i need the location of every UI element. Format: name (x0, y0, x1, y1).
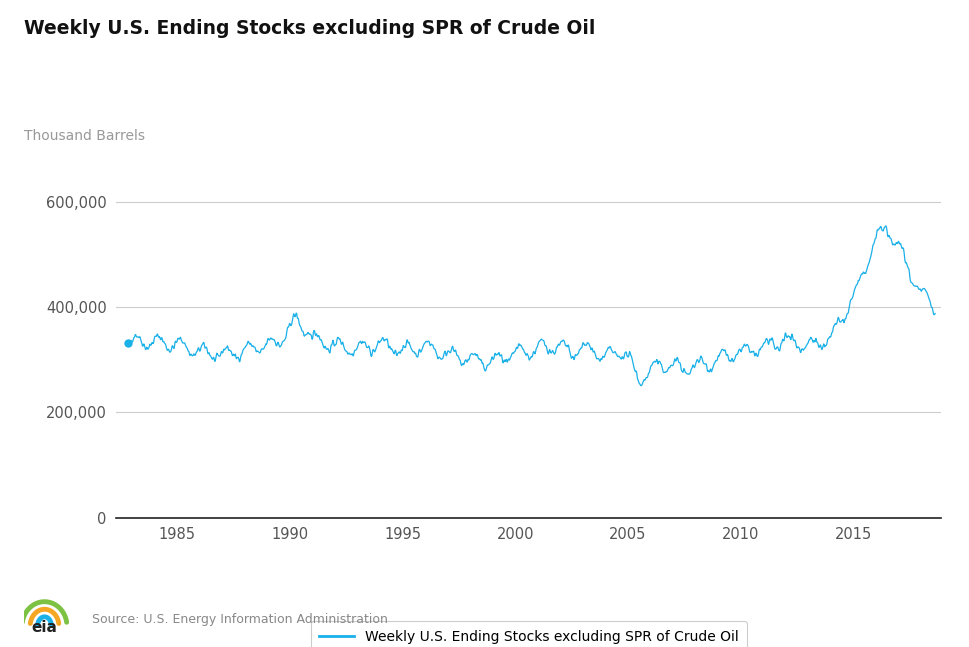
Text: Thousand Barrels: Thousand Barrels (24, 129, 145, 144)
Text: Source: U.S. Energy Information Administration: Source: U.S. Energy Information Administ… (92, 613, 388, 626)
Text: eia: eia (32, 620, 57, 635)
Text: Weekly U.S. Ending Stocks excluding SPR of Crude Oil: Weekly U.S. Ending Stocks excluding SPR … (24, 19, 595, 38)
Legend: Weekly U.S. Ending Stocks excluding SPR of Crude Oil: Weekly U.S. Ending Stocks excluding SPR … (310, 621, 746, 647)
